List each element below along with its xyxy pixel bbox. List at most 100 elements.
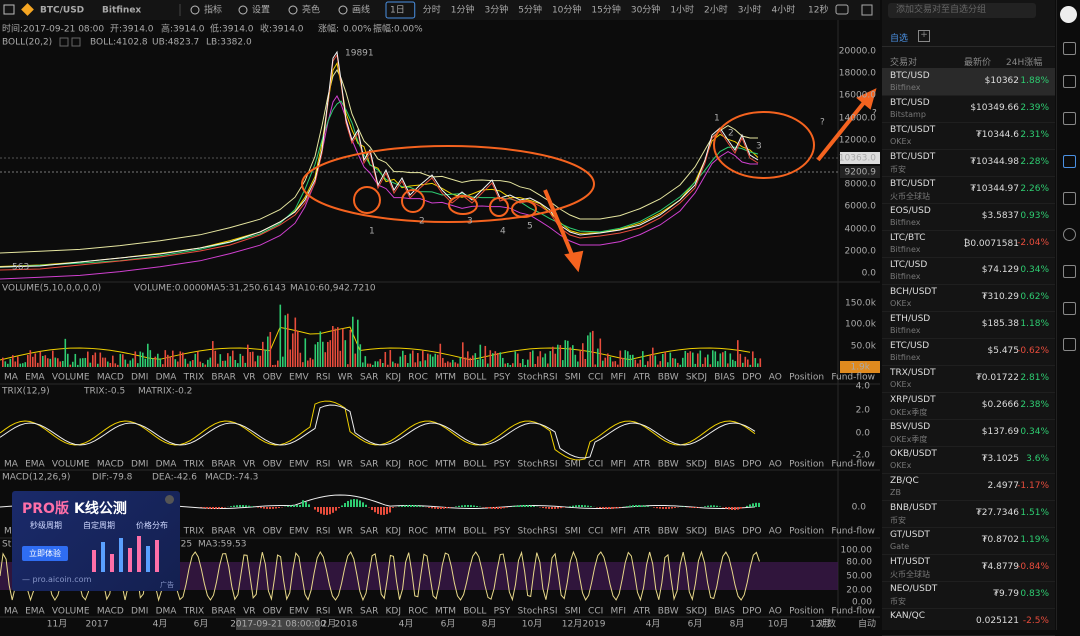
indicator-tab[interactable]: KDJ	[386, 373, 402, 383]
indicator-tab[interactable]: AO	[769, 607, 782, 617]
indicator-tab[interactable]: KDJ	[386, 527, 402, 537]
indicator-tab[interactable]: SMI	[565, 373, 581, 383]
indicator-tab[interactable]: SKDJ	[686, 607, 707, 617]
add-group-button[interactable]: +	[918, 30, 930, 42]
indicator-tab[interactable]: ROC	[408, 460, 428, 470]
indicator-tab[interactable]: KDJ	[386, 460, 402, 470]
indicator-tab[interactable]: SAR	[360, 460, 378, 470]
indicator-tab[interactable]: RSI	[316, 527, 331, 537]
indicator-tab[interactable]: EMV	[289, 607, 309, 617]
indicator-tab[interactable]: MFI	[610, 460, 626, 470]
promo-banner[interactable]: PRO版 K线公测 秒级周期 自定周期 价格分布 立即体验 — pro.aico…	[12, 491, 180, 591]
period-button[interactable]: 5分钟	[518, 4, 542, 16]
indicator-tab[interactable]: DMI	[131, 607, 148, 617]
indicator-tab[interactable]: AO	[769, 527, 782, 537]
indicator-tab[interactable]: ATR	[633, 373, 650, 383]
scale-mode[interactable]: 对数	[818, 618, 836, 630]
indicator-tab[interactable]: BOLL	[463, 460, 486, 470]
indicator-tab[interactable]: ROC	[408, 373, 428, 383]
period-button[interactable]: 4小时	[772, 4, 796, 16]
indicator-tab[interactable]: TRIX	[183, 373, 205, 383]
indicator-tab[interactable]: RSI	[316, 460, 331, 470]
indicator-tab[interactable]: VOLUME	[52, 607, 90, 617]
search-box[interactable]: 添加交易对至自选分组	[888, 3, 1036, 18]
indicator-tab[interactable]: CCI	[588, 607, 603, 617]
close-button[interactable]	[165, 495, 174, 504]
period-button[interactable]: 1小时	[670, 4, 694, 16]
indicator-tab[interactable]: EMA	[25, 607, 45, 617]
indicator-tab[interactable]: EMA	[25, 373, 45, 383]
logo[interactable]	[1060, 6, 1077, 23]
tool-button[interactable]: 画线	[352, 4, 370, 16]
indicator-tab[interactable]: TRIX	[183, 460, 205, 470]
indicator-tab[interactable]: Position	[789, 607, 824, 617]
indicator-tab[interactable]: PSY	[494, 460, 511, 470]
period-button[interactable]: 3小时	[738, 4, 762, 16]
period-button[interactable]: 15分钟	[591, 4, 620, 16]
period-button[interactable]: 10分钟	[552, 4, 581, 16]
indicator-tab[interactable]: CCI	[588, 527, 603, 537]
indicator-tab[interactable]: ATR	[633, 527, 650, 537]
indicator-tab[interactable]: BBW	[658, 527, 679, 537]
indicator-tab[interactable]: MA	[4, 460, 19, 470]
indicator-tab[interactable]: MACD	[97, 607, 124, 617]
indicator-tab[interactable]: DPO	[742, 460, 761, 470]
indicator-tab[interactable]: WR	[338, 607, 353, 617]
indicator-tab[interactable]: Fund-flow	[831, 607, 875, 617]
indicator-tab[interactable]: DMA	[156, 460, 178, 470]
indicator-tab[interactable]: MA	[4, 373, 19, 383]
indicator-tab[interactable]: OBV	[263, 460, 283, 470]
indicator-tab[interactable]: CCI	[588, 460, 603, 470]
indicator-tab[interactable]: MACD	[97, 373, 124, 383]
indicator-tab[interactable]: RSI	[316, 373, 331, 383]
indicator-tab[interactable]: OBV	[263, 607, 283, 617]
indicator-tab[interactable]: DMA	[156, 373, 178, 383]
indicator-tab[interactable]: MTM	[435, 373, 456, 383]
indicator-tab[interactable]: SAR	[360, 527, 378, 537]
indicator-tab[interactable]: DMI	[131, 373, 148, 383]
indicator-tab[interactable]: PSY	[494, 527, 511, 537]
indicator-tab[interactable]: SAR	[360, 607, 378, 617]
icon[interactable]	[1063, 228, 1076, 241]
icon[interactable]	[1063, 42, 1076, 55]
indicator-tab[interactable]: CCI	[588, 373, 603, 383]
indicator-tab[interactable]: SAR	[360, 373, 378, 383]
indicator-tab[interactable]: BRAR	[211, 460, 235, 470]
indicator-tab[interactable]: KDJ	[386, 607, 402, 617]
indicator-tab[interactable]: ROC	[408, 527, 428, 537]
indicator-tab[interactable]: ATR	[633, 607, 650, 617]
indicator-tab[interactable]: SKDJ	[686, 460, 707, 470]
watchlist-tab[interactable]: 自选	[890, 31, 908, 44]
indicator-tab[interactable]: WR	[338, 527, 353, 537]
icon[interactable]	[1063, 155, 1076, 168]
indicator-tab[interactable]: WR	[338, 373, 353, 383]
indicator-tab[interactable]: TRIX	[183, 527, 205, 537]
indicator-tab[interactable]: Position	[789, 527, 824, 537]
indicator-tab[interactable]: RSI	[316, 607, 331, 617]
indicator-tab[interactable]: StochRSI	[517, 460, 557, 470]
indicator-tab[interactable]: BBW	[658, 373, 679, 383]
indicator-tab[interactable]: BRAR	[211, 607, 235, 617]
tool-button[interactable]: 亮色	[302, 4, 320, 16]
icon[interactable]	[1063, 302, 1076, 315]
icon[interactable]	[1063, 112, 1076, 125]
icon[interactable]	[1063, 192, 1076, 205]
indicator-tab[interactable]: Position	[789, 460, 824, 470]
indicator-tab[interactable]: EMV	[289, 527, 309, 537]
